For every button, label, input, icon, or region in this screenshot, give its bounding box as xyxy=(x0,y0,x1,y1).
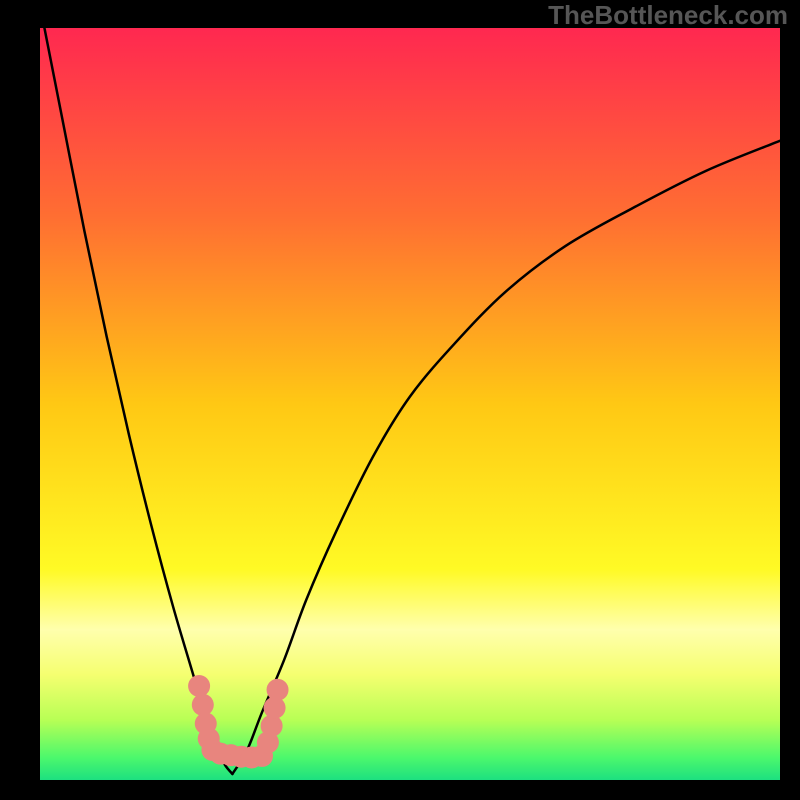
scatter-marker xyxy=(267,679,289,701)
chart-frame: TheBottleneck.com xyxy=(0,0,800,800)
plot-svg xyxy=(40,28,780,780)
scatter-marker xyxy=(188,675,210,697)
plot-area xyxy=(40,28,780,780)
scatter-marker xyxy=(192,694,214,716)
gradient-background xyxy=(40,28,780,780)
watermark-label: TheBottleneck.com xyxy=(548,0,788,31)
